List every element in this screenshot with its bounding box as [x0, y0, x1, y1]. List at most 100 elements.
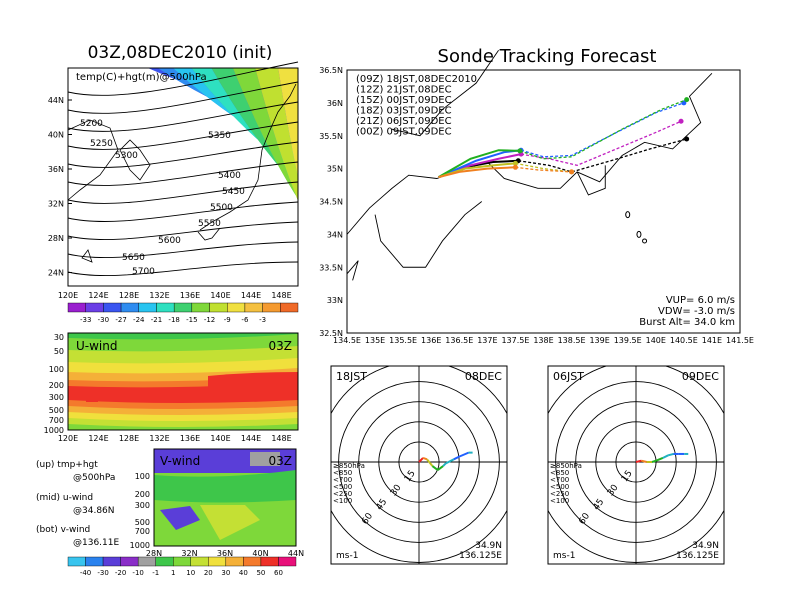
- coastline-north: [391, 50, 499, 137]
- temp-colorbar-label: -30: [98, 316, 109, 324]
- sonde-y-label: 33N: [327, 296, 343, 305]
- upper-left-title: 03Z,08DEC2010 (init): [88, 43, 273, 63]
- izu-peninsula: [576, 165, 606, 196]
- range-label: 45: [592, 497, 607, 512]
- sonde-y-ticks: 36.5N 36N 35.5N 35N 34.5N 34N 33.5N 33N 32.5N: [319, 66, 343, 338]
- wind-colorbar-label: -40: [80, 569, 91, 577]
- kyushu-outline: [197, 227, 221, 241]
- height-contour-8: [67, 221, 299, 240]
- note-bot: (bot) v-wind @136.11E: [36, 525, 119, 548]
- hodograph-legend-entry: <850: [333, 469, 352, 477]
- track-legend-entry: (12Z) 21JST,08DEC: [356, 85, 452, 96]
- sonde-y-label: 35N: [327, 165, 343, 174]
- height-contour-6: [67, 181, 299, 204]
- note-bot-sub: @136.11E: [73, 538, 120, 548]
- coastline-central-japan: [346, 50, 713, 281]
- hodograph-legend-entry: <500: [333, 483, 352, 491]
- hodograph-segment: [662, 454, 669, 459]
- lat-tick-label: 24N: [48, 269, 64, 278]
- range-label: 45: [375, 497, 390, 512]
- sonde-y-label: 35.5N: [319, 132, 343, 141]
- temp-colorbar-cell: [156, 302, 175, 313]
- lon-tick-label: 148E: [271, 291, 291, 300]
- range-label: 30: [389, 483, 404, 498]
- burst-point-18Z: [517, 148, 523, 154]
- wind-colorbar-cell: [208, 556, 227, 567]
- track-18Z-ascent: [438, 149, 520, 179]
- contour-label: 5650: [122, 253, 145, 263]
- sonde-y-label: 34N: [327, 230, 343, 239]
- burst-point-21Z: [512, 160, 518, 166]
- u-lon-label: 132E: [149, 434, 169, 443]
- lat-tick-label: 36N: [48, 165, 64, 174]
- hodograph-segment: [437, 465, 444, 471]
- u-pressure-label: 50: [54, 347, 64, 356]
- wind-colorbar-cell: [67, 556, 86, 567]
- hodograph-segment: [453, 455, 460, 461]
- height-contour-3: [67, 121, 299, 150]
- sonde-x-label: 134.5E: [333, 336, 361, 345]
- landing-point-18Z: [684, 97, 690, 103]
- u-wind-lon-ticks: 120E 124E 128E 132E 136E 140E 144E 148E: [58, 434, 292, 443]
- wind-colorbar-cell: [173, 556, 191, 567]
- kii-peninsula: [374, 201, 483, 268]
- temp-colorbar-label: -3: [259, 316, 266, 324]
- v-pressure-label: 200: [135, 490, 150, 499]
- sonde-title: Sonde Tracking Forecast: [438, 46, 657, 67]
- v-wind-frame: [153, 448, 297, 547]
- u-wind-bands: [68, 333, 298, 430]
- height-contour-10: [67, 261, 299, 276]
- sonde-track-panel: Sonde Tracking Forecast (09Z) 18JST,08DE…: [319, 46, 754, 345]
- korea-outline: [119, 139, 151, 181]
- sonde-x-ticks: 134.5E 135E 135.5E 136E 136.5E 137E 137.5E 138E…: [333, 336, 754, 345]
- hodograph-segment: [641, 459, 647, 463]
- hodograph-legend-entry: <500: [550, 483, 569, 491]
- u-wind-time: 03Z: [269, 339, 293, 353]
- temperature-band-7: [232, 68, 298, 201]
- temp-colorbar-label: -9: [224, 316, 231, 324]
- hodograph-segment: [667, 452, 674, 457]
- lon-tick-label: 128E: [119, 291, 139, 300]
- v-lat-label: 36N: [217, 549, 233, 558]
- temp-colorbar-label: -15: [186, 316, 197, 324]
- sonde-y-label: 36N: [327, 99, 343, 108]
- hodograph-legend-entry: <700: [333, 476, 352, 484]
- height-contour-1: [67, 81, 299, 114]
- sonde-x-label: 137E: [477, 336, 497, 345]
- track-legend-entry: (00Z) 09JST,09DEC: [356, 127, 452, 138]
- hodograph-legend-entry: ≥850hPa: [333, 462, 365, 470]
- mainland-outline: [67, 119, 119, 201]
- track-legend-entry: (15Z) 00JST,09DEC: [356, 95, 452, 106]
- track-lines: [438, 97, 690, 179]
- temp-colorbar-cell: [244, 302, 263, 313]
- hodograph-segment: [431, 465, 439, 471]
- hodograph-segment: [442, 462, 447, 467]
- u-lon-label: 124E: [88, 434, 108, 443]
- sonde-y-label: 34.5N: [319, 198, 343, 207]
- v-lat-label: 32N: [181, 549, 197, 558]
- temp-colorbar-label: -12: [204, 316, 215, 324]
- sonde-x-label: 139E: [589, 336, 609, 345]
- wind-colorbar-cell: [243, 556, 262, 567]
- temp-colorbar-cell: [209, 302, 228, 313]
- wind-colorbar-cell: [260, 556, 279, 567]
- temp-colorbar-cell: [191, 302, 210, 313]
- lon-tick-label: 136E: [180, 291, 200, 300]
- u-pressure-label: 200: [49, 381, 64, 390]
- temperature-band-6: [211, 68, 298, 199]
- sonde-y-label: 33.5N: [319, 263, 343, 272]
- note-bot-head: (bot) v-wind: [36, 525, 91, 535]
- range-label: 60: [577, 511, 592, 526]
- contour-label: 5600: [158, 236, 181, 246]
- sonde-x-label: 135.5E: [389, 336, 417, 345]
- height-contour-4: [67, 141, 299, 168]
- contour-label: 5700: [132, 267, 155, 277]
- hodograph-segment: [422, 457, 428, 461]
- temp-colorbar-cell: [120, 302, 139, 313]
- v-yellowgreen: [200, 505, 260, 540]
- hodograph-lat: 34.9N: [475, 541, 502, 551]
- wind-colorbar-cell: [155, 556, 174, 567]
- height-contour-2: [67, 101, 299, 132]
- hodograph-segment: [655, 457, 664, 462]
